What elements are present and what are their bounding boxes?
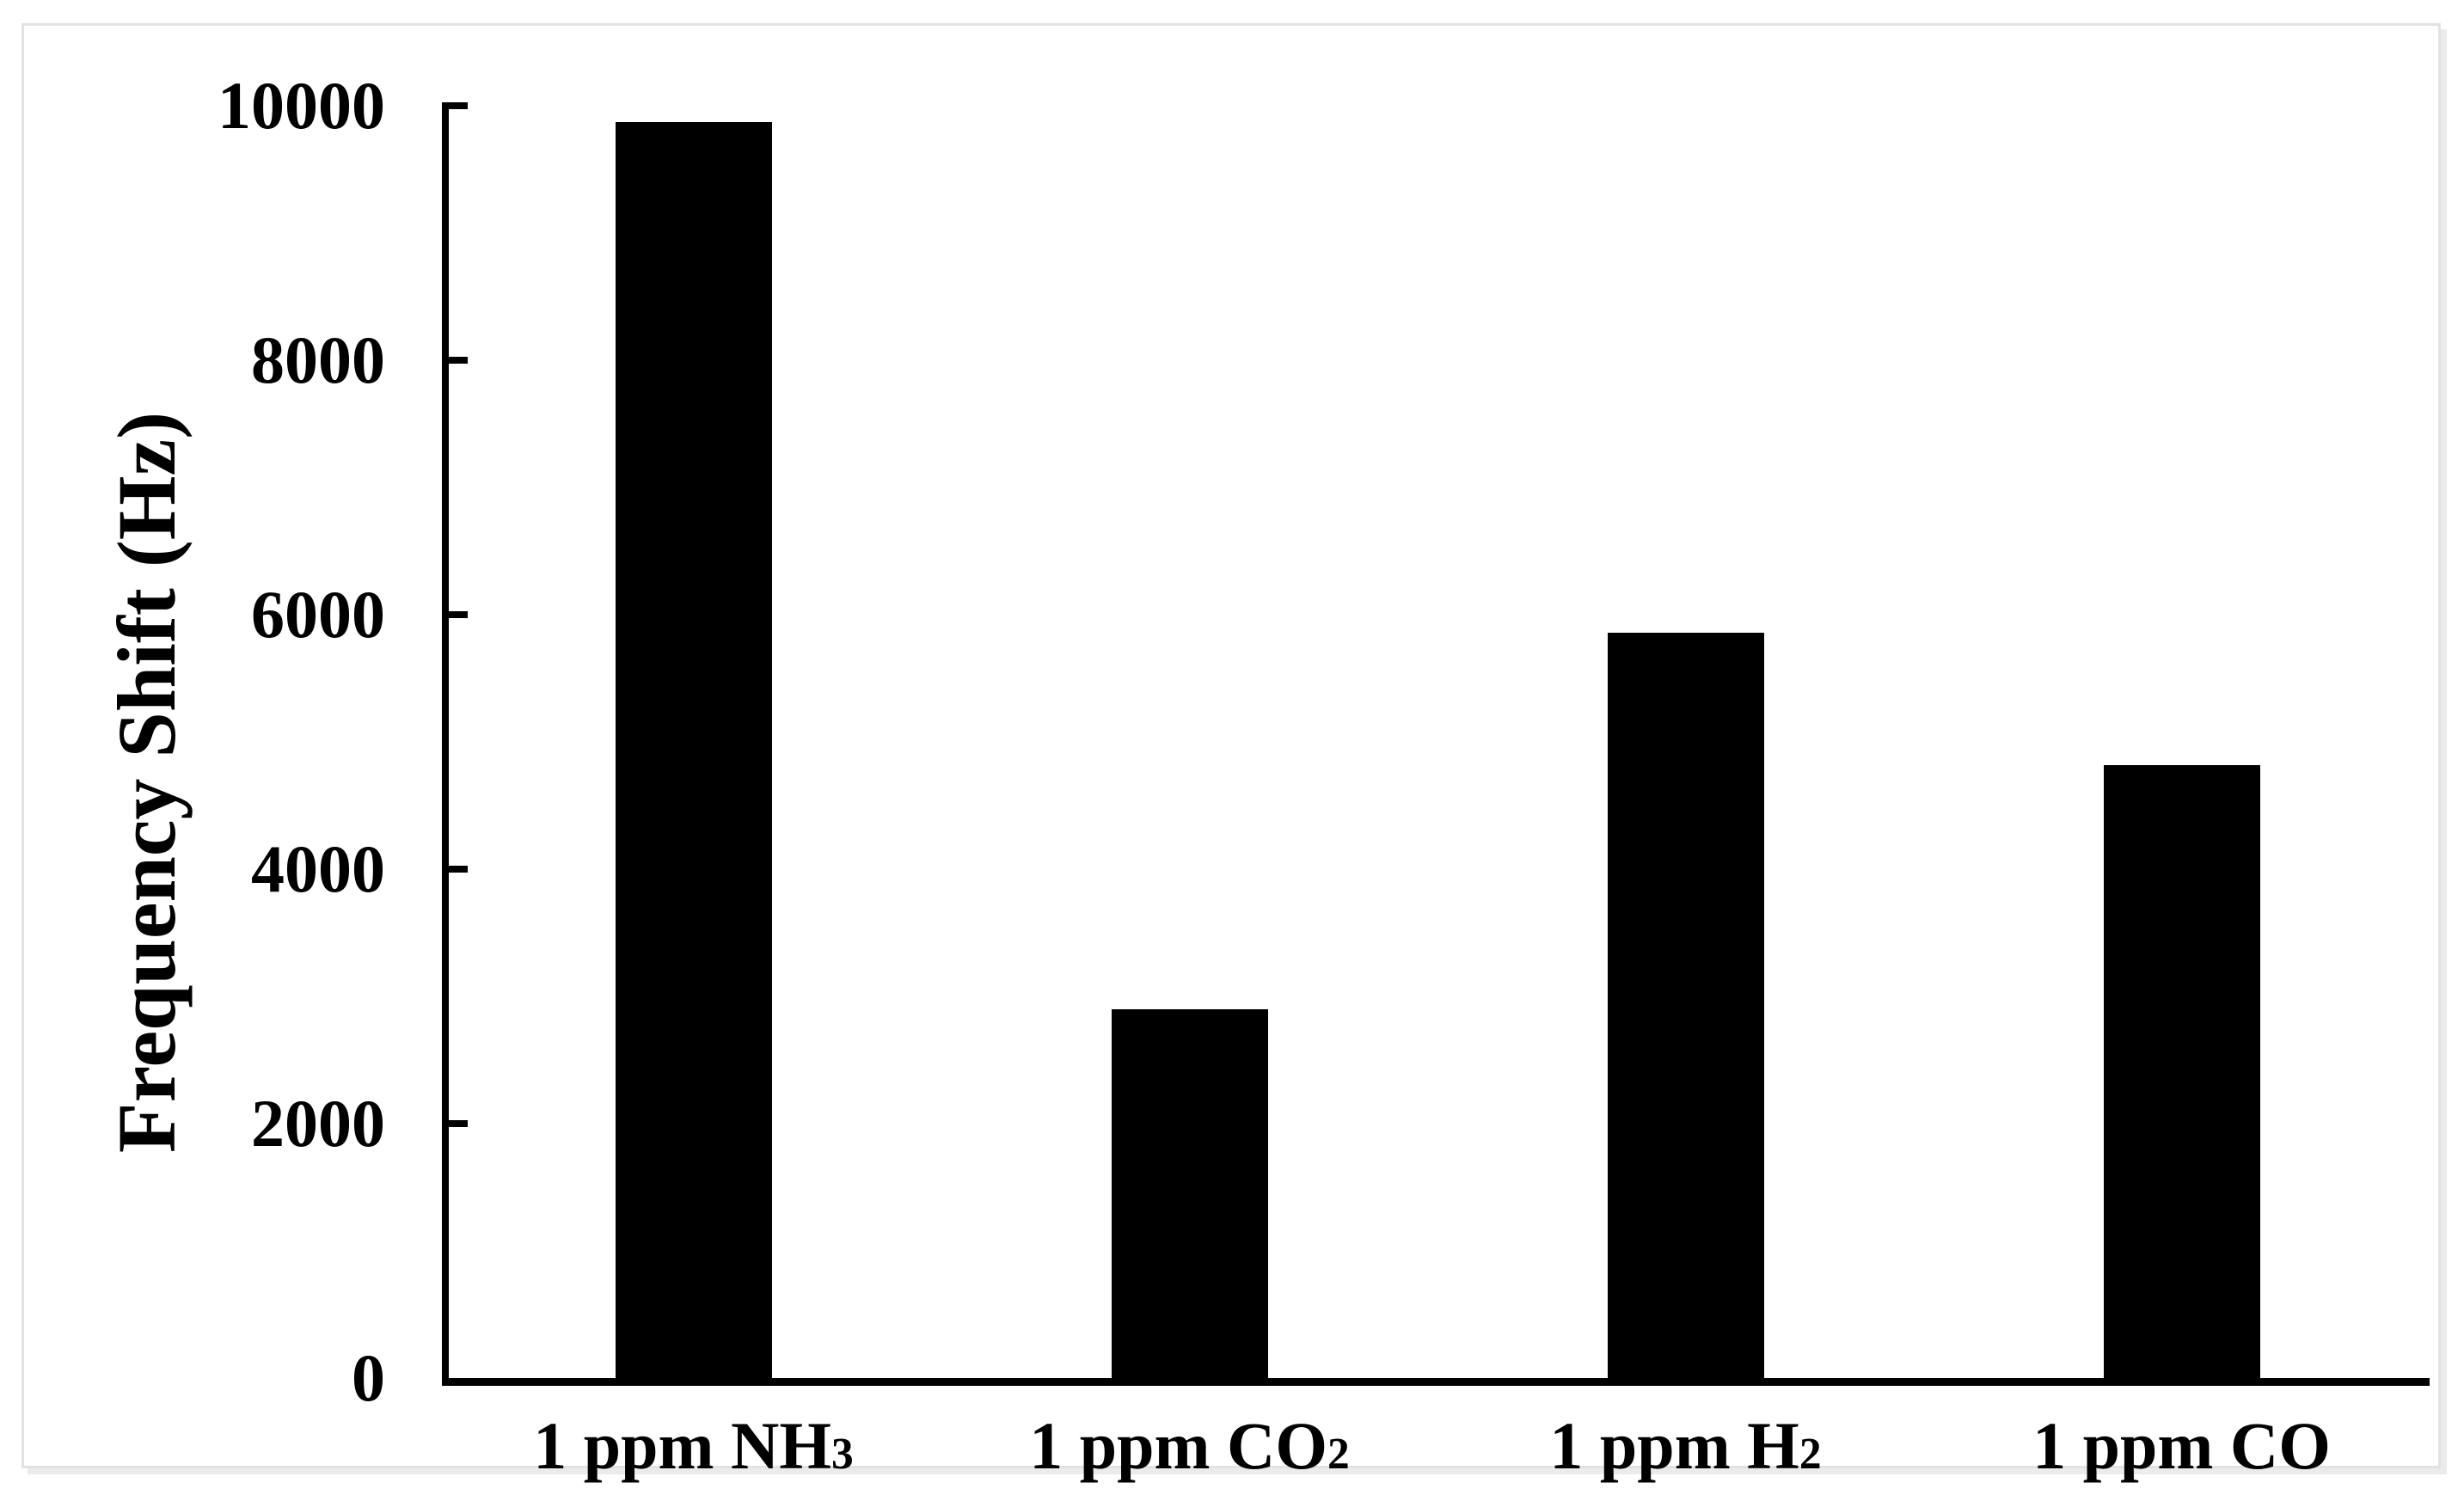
plot-area xyxy=(442,102,2430,1386)
x-axis-line xyxy=(442,1378,2430,1386)
x-axis-category-label: 1 ppm CO xyxy=(2032,1407,2331,1485)
x-axis-category-label-subscript: 2 xyxy=(1327,1430,1350,1479)
chart-frame: Frequency Shift (Hz) 0 2000 4000 6000 8000 10… xyxy=(21,23,2441,1483)
y-axis-line xyxy=(442,102,449,1386)
bar xyxy=(1607,632,1764,1378)
x-axis-category-label: 1 ppm NH3 xyxy=(533,1407,853,1485)
y-axis-tick-label: 6000 xyxy=(251,577,385,652)
y-axis-tick-mark xyxy=(442,1120,468,1127)
y-axis-tick-labels: 0 2000 4000 6000 8000 10000 xyxy=(24,72,385,1412)
bar xyxy=(2103,764,2260,1378)
x-axis-category-label-text: 1 ppm H xyxy=(1549,1408,1799,1483)
y-axis-tick-mark xyxy=(442,866,468,873)
x-axis-category-label-text: 1 ppm NH xyxy=(533,1408,831,1483)
x-axis-category-label: 1 ppm CO2 xyxy=(1029,1407,1349,1485)
x-axis-category-label: 1 ppm H2 xyxy=(1549,1407,1821,1485)
x-axis-category-label-subscript: 3 xyxy=(831,1430,854,1479)
y-axis-tick-label: 8000 xyxy=(251,322,385,397)
y-axis-tick-label: 2000 xyxy=(251,1086,385,1161)
y-axis-tick-mark xyxy=(442,611,468,618)
bar xyxy=(615,122,772,1378)
y-axis-tick-mark xyxy=(442,357,468,364)
x-axis-category-label-subscript: 2 xyxy=(1799,1430,1822,1479)
bar xyxy=(1111,1008,1268,1378)
y-axis-tick-label: 0 xyxy=(352,1340,385,1415)
y-axis-tick-label: 4000 xyxy=(251,831,385,906)
x-axis-category-label-text: 1 ppm CO xyxy=(2032,1408,2331,1483)
y-axis-tick-label: 10000 xyxy=(218,68,385,143)
x-axis-category-label-text: 1 ppm CO xyxy=(1029,1408,1327,1483)
x-axis-category-labels: 1 ppm NH3 1 ppm CO2 1 ppm H2 1 ppm CO xyxy=(445,1407,2430,1493)
y-axis-tick-mark xyxy=(442,102,468,109)
